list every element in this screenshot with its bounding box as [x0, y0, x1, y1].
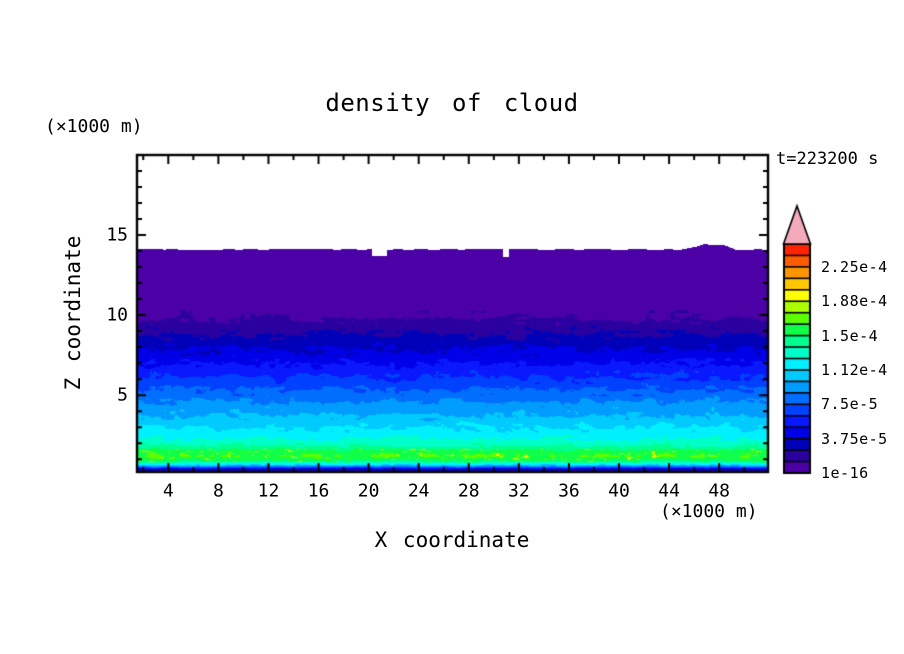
colorbar-tick-label: 1.12e-4: [821, 360, 888, 379]
x-tick-label: 44: [658, 480, 680, 502]
y-tick-label: 15: [106, 224, 128, 246]
colorbar-tick-label: 3.75e-5: [821, 429, 888, 448]
colorbar-tick-label: 1e-16: [821, 464, 869, 482]
y-tick-label: 10: [106, 304, 128, 326]
time-label: t=223200 s: [776, 149, 879, 169]
y-axis-title: Z coordinate: [61, 235, 85, 391]
colorbar-tick-label: 1.88e-4: [821, 292, 888, 311]
x-tick-label: 40: [608, 480, 630, 502]
x-tick-label: 8: [212, 480, 224, 502]
x-tick-label: 48: [708, 480, 731, 502]
x-axis-units-label: (×1000 m): [660, 501, 758, 522]
x-tick-label: 32: [508, 480, 530, 502]
x-tick-label: 20: [357, 480, 380, 502]
y-axis-units-label: (×1000 m): [45, 116, 143, 137]
x-tick-label: 36: [558, 480, 580, 502]
x-tick-label: 28: [457, 480, 480, 502]
x-tick-label: 24: [407, 480, 430, 502]
colorbar-tick-label: 7.5e-5: [821, 395, 879, 414]
x-tick-label: 16: [307, 480, 330, 502]
colorbar-tick-label: 2.25e-4: [821, 257, 888, 276]
x-tick-label: 4: [162, 480, 174, 502]
plot-title: density of cloud: [325, 89, 579, 117]
y-tick-label: 5: [117, 384, 128, 406]
x-tick-label: 12: [257, 480, 280, 502]
x-axis-title: X coordinate: [374, 528, 530, 552]
colorbar-tick-label: 1.5e-4: [821, 326, 879, 345]
